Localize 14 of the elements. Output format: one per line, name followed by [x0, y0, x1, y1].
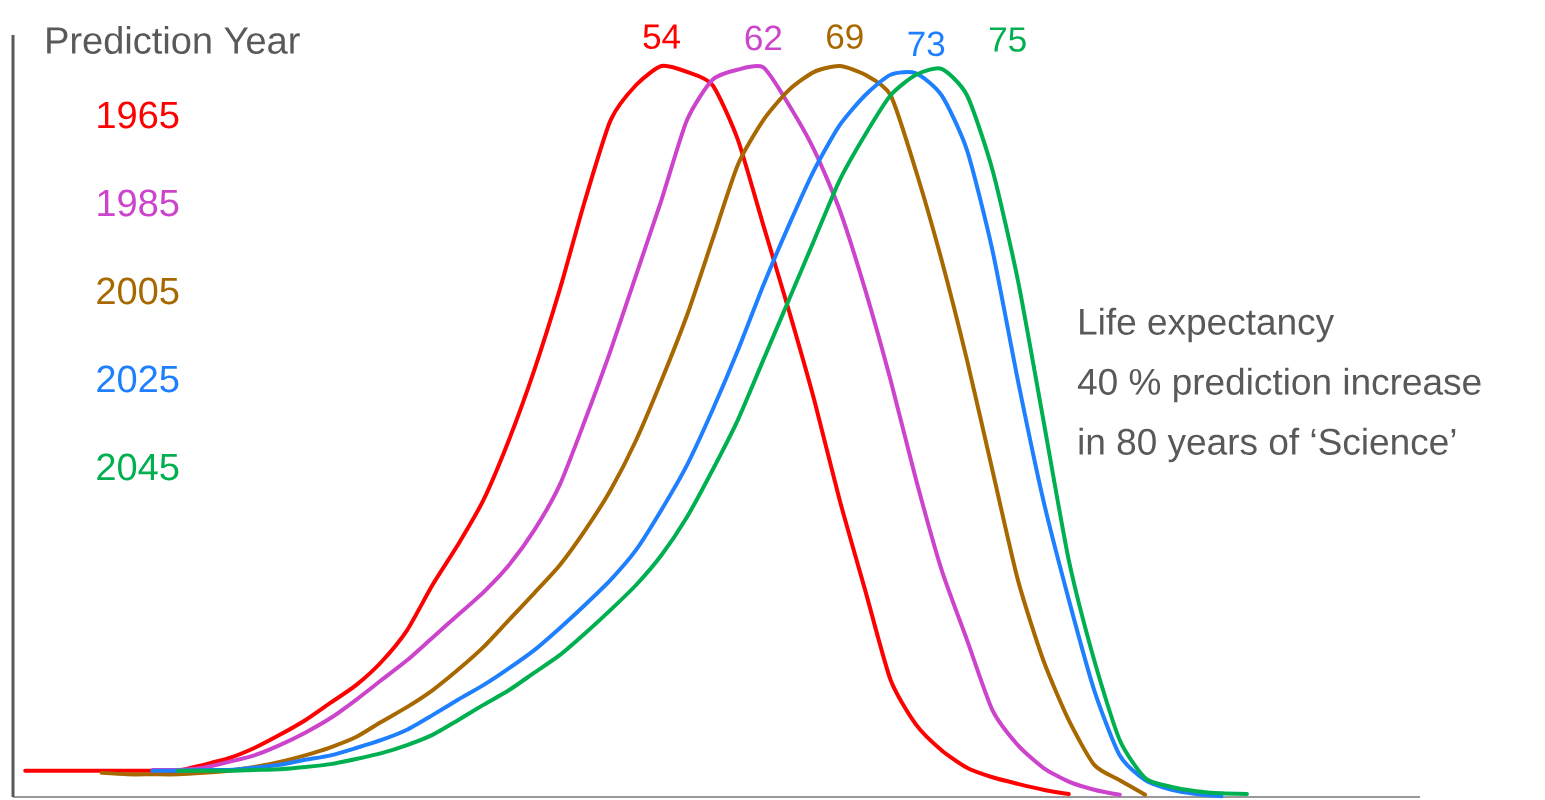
text: 62 — [745, 25, 782, 51]
text: 69 — [827, 24, 863, 49]
text: 2005 — [97, 277, 179, 305]
annotation: in 80 years of ‘Science’ — [1079, 427, 1456, 463]
text: 75 — [990, 27, 1026, 52]
annotation: 40 % prediction increase — [1077, 367, 1481, 403]
text: 2045 — [97, 453, 179, 481]
text: 1985 — [98, 189, 179, 217]
text: 54 — [643, 24, 680, 49]
text: 1965 — [98, 101, 179, 129]
legend-title: Prediction Year — [47, 26, 300, 54]
text: 2025 — [97, 365, 179, 393]
annotation: Life expectancy — [1080, 307, 1335, 343]
text: 73 — [908, 31, 945, 57]
